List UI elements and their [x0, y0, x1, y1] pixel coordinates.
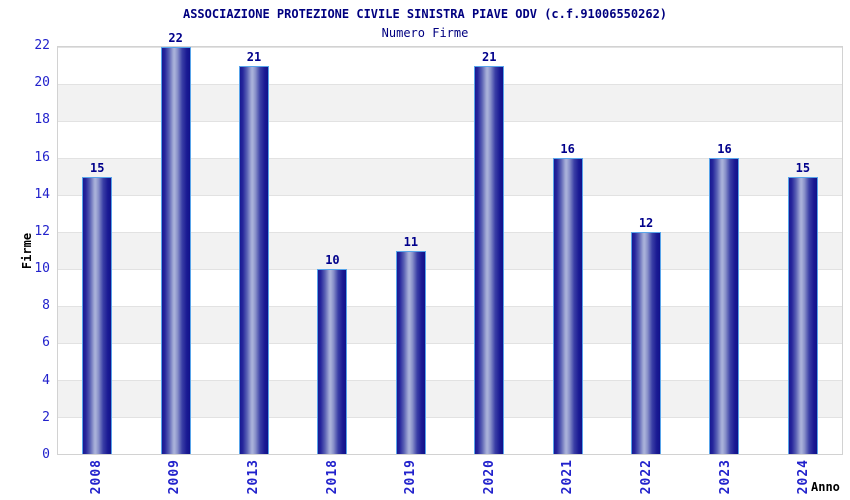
bar: [82, 176, 113, 454]
bar-slot: 12: [607, 47, 685, 454]
bar: [474, 65, 505, 454]
x-tick-label: 2018: [324, 459, 340, 495]
x-tick-slot: 2013: [214, 459, 293, 494]
bar-series: 15 22 21 10 11 21 16 12 16 15: [58, 31, 842, 454]
x-tick-label: 2013: [245, 459, 261, 495]
y-tick-label: 22: [34, 38, 50, 53]
bar-slot: 10: [293, 47, 371, 454]
x-tick-slot: 2018: [293, 459, 372, 494]
bar-value-label: 21: [246, 49, 262, 64]
bar-value-label: 11: [403, 234, 419, 249]
y-tick-label: 18: [34, 112, 50, 128]
x-tick-slot: 2019: [371, 459, 450, 494]
x-tick-label: 2024: [796, 459, 812, 495]
bar-slot: 11: [372, 47, 450, 454]
bar-value-label: 15: [795, 160, 811, 175]
y-tick-label: 16: [34, 149, 50, 165]
bar-slot: 16: [528, 47, 606, 454]
x-tick-label: 2020: [481, 459, 497, 495]
bar-value-label: 16: [560, 142, 575, 156]
x-tick-label: 2022: [638, 459, 654, 495]
bar-value-label: 21: [482, 49, 497, 64]
bar-slot: 21: [215, 47, 293, 454]
y-tick-label: 4: [42, 372, 50, 388]
bar: [787, 176, 818, 454]
y-tick-label: 20: [34, 75, 50, 91]
bar-value-label: 12: [638, 216, 654, 230]
x-tick-slot: 2020: [450, 459, 529, 494]
bar: [160, 47, 191, 454]
x-axis-tick-labels: 2008 2009 2013 2018 2019 2020 2021 2022 2023 2024: [57, 459, 843, 494]
bar-slot: 21: [450, 47, 528, 454]
bar: [552, 158, 583, 454]
x-tick-slot: 2022: [607, 459, 686, 494]
x-tick-label: 2009: [167, 459, 183, 495]
y-tick-label: 2: [42, 409, 50, 425]
x-tick-slot: 2023: [686, 459, 765, 494]
bar: [317, 269, 348, 454]
x-tick-label: 2023: [717, 459, 733, 495]
bar-slot: 22: [136, 31, 214, 454]
y-tick-label: 10: [34, 261, 50, 277]
chart-subtitle: Numero Firme: [381, 26, 469, 40]
y-axis-tick-labels: 0 2 4 6 8 10 12 14 16 18 20 22: [0, 39, 52, 462]
x-tick-slot: 2021: [529, 459, 608, 494]
bar-slot: 16: [685, 47, 763, 454]
bar: [631, 232, 662, 454]
x-tick-label: 2008: [88, 459, 104, 495]
plot-area: 15 22 21 10 11 21 16 12 16 15: [57, 31, 843, 455]
x-tick-slot: 2008: [57, 459, 136, 494]
x-tick-label: 2021: [560, 459, 576, 495]
y-tick-label: 8: [42, 298, 50, 314]
y-tick-label: 12: [34, 223, 50, 239]
x-axis-title: Anno: [811, 480, 840, 494]
bar-value-label: 10: [325, 253, 340, 267]
bar: [395, 250, 426, 454]
bar: [709, 158, 740, 454]
bar-slot: 15: [58, 47, 136, 454]
x-tick-label: 2019: [403, 459, 419, 495]
y-tick-label: 6: [42, 335, 50, 351]
bar-slot: 15: [764, 47, 842, 454]
bar-value-label: 16: [717, 142, 732, 156]
x-tick-slot: 2009: [136, 459, 215, 494]
bar: [239, 65, 270, 454]
y-tick-label: 0: [42, 447, 50, 462]
y-tick-label: 14: [34, 186, 50, 202]
bar-value-label: 15: [89, 160, 105, 175]
bar-value-label: 22: [168, 31, 183, 45]
chart-title: ASSOCIAZIONE PROTEZIONE CIVILE SINISTRA …: [182, 7, 668, 21]
